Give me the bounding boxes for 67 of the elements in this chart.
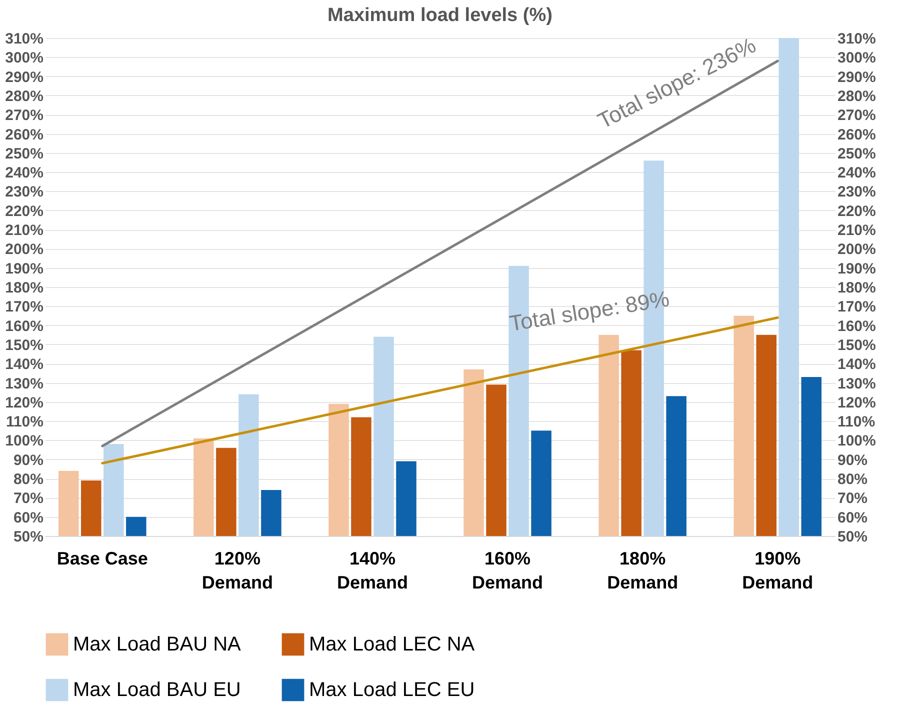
y2-tick-label: 120% [838, 394, 876, 412]
annotation: Total slope: 236% [594, 32, 760, 134]
x-tick-label: 160% Demand [472, 548, 544, 592]
y-tick-label: 60% [13, 509, 44, 526]
y2-tick-label: 230% [838, 184, 876, 201]
y-tick-label: 70% [13, 490, 44, 508]
y2-tick-label: 210% [838, 222, 876, 240]
y2-tick-label: 220% [838, 202, 876, 220]
y2-tick-label: 290% [838, 68, 876, 86]
y-tick-label: 290% [5, 68, 44, 86]
legend-label: Max Load LEC NA [309, 633, 476, 656]
y-tick-label: 130% [5, 375, 44, 392]
y2-tick-label: 300% [838, 50, 876, 67]
legend-label: Max Load LEC EU [309, 679, 475, 701]
y-tick-label: 280% [5, 88, 44, 105]
x-tick-label: 190% Demand [742, 548, 814, 592]
y-tick-label: 140% [5, 356, 44, 374]
annotation: Total slope: 89% [508, 286, 671, 336]
y-tick-label: 240% [5, 164, 44, 182]
y-tick-label: 180% [5, 280, 44, 296]
y-tick-label: 50% [13, 528, 44, 546]
y2-tick-label: 50% [838, 528, 868, 546]
y-tick-label: 80% [13, 471, 44, 488]
y-tick-label: 210% [5, 222, 44, 240]
y-tick-label: 260% [5, 126, 44, 144]
y-tick-label: 120% [5, 394, 44, 412]
y-tick-label: 300% [5, 50, 44, 67]
x-tick-label: 180% Demand [607, 548, 678, 592]
y-tick-label: 230% [5, 184, 44, 201]
y-tick-label: 220% [5, 202, 44, 220]
y-tick-label: 90% [13, 452, 44, 469]
y2-tick-label: 80% [838, 471, 868, 488]
x-tick-label: Base Case [56, 548, 148, 568]
y2-tick-label: 260% [838, 126, 876, 144]
y2-tick-label: 280% [838, 88, 876, 105]
y2-tick-label: 100% [838, 432, 876, 450]
y2-tick-label: 180% [838, 280, 876, 296]
y-tick-label: 270% [5, 107, 44, 124]
y-tick-label: 100% [5, 432, 44, 450]
y-tick-label: 110% [6, 414, 44, 431]
y-tick-label: 310% [5, 30, 44, 48]
y-tick-label: 250% [5, 145, 44, 162]
y-tick-label: 200% [5, 241, 44, 258]
y-tick-label: 160% [5, 318, 44, 335]
legend-label: Max Load BAU NA [73, 633, 242, 656]
y2-tick-label: 190% [838, 260, 876, 278]
y2-tick-label: 60% [838, 509, 868, 526]
y-tick-label: 150% [5, 336, 44, 354]
legend-label: Max Load BAU EU [73, 679, 241, 701]
y2-tick-label: 90% [838, 452, 868, 469]
y2-tick-label: 150% [838, 336, 876, 354]
x-tick-label: 120% Demand [202, 548, 273, 592]
y2-tick-label: 140% [838, 356, 876, 374]
y2-tick-label: 250% [838, 145, 876, 162]
x-tick-label: 140% Demand [336, 548, 408, 592]
y2-tick-label: 130% [838, 375, 876, 392]
y-tick-label: 170% [5, 298, 44, 316]
y2-tick-label: 160% [838, 318, 876, 335]
y2-tick-label: 270% [838, 107, 876, 124]
y2-tick-label: 170% [838, 298, 876, 316]
y2-tick-label: 110% [838, 414, 876, 431]
y2-tick-label: 200% [838, 241, 876, 258]
y2-tick-label: 310% [838, 30, 876, 48]
y-tick-label: 190% [5, 260, 44, 278]
y2-tick-label: 70% [838, 490, 868, 508]
chart-title: Maximum load levels (%) [328, 5, 552, 26]
y2-tick-label: 240% [838, 164, 876, 182]
